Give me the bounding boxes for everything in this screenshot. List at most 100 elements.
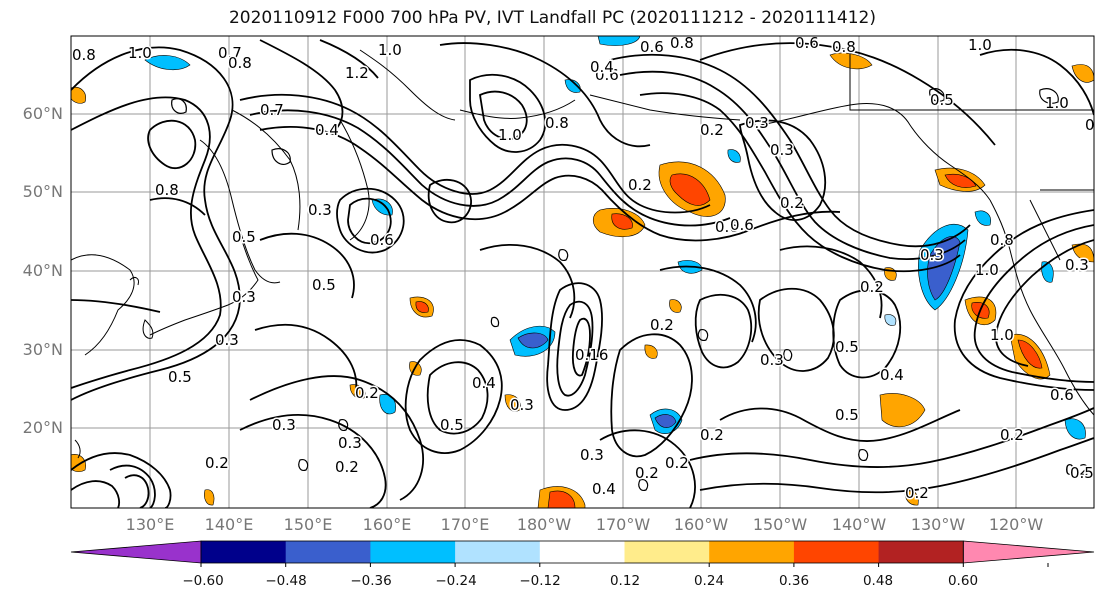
contour-label: 0.2 xyxy=(780,194,804,212)
contour-label: 1.2 xyxy=(345,64,369,82)
lon-label-150w: 150°W xyxy=(752,515,808,534)
contour-label: 0.7 xyxy=(260,101,284,119)
pv-small-contours xyxy=(171,88,1059,491)
contour-label: 0.3 xyxy=(745,114,769,132)
contour-label: 0.2 xyxy=(355,384,379,402)
contour-label: 0.3 xyxy=(232,288,256,306)
map-border xyxy=(70,35,1095,509)
contour-label: 0.2 xyxy=(905,484,929,502)
contour-label: 0.6 xyxy=(715,218,739,236)
lon-label-140e: 140°E xyxy=(204,515,254,534)
contour-label: 0.6 xyxy=(1050,386,1074,404)
contour-label: 0.6 xyxy=(640,38,664,56)
contour-label: 0.2 xyxy=(650,316,674,334)
colorbar-tick-label: −0.12 xyxy=(519,573,561,589)
contour-labels: 1.0 0.70.81.21.00.80.6 0.8 0.6 0.8 1.00.60.70… xyxy=(71,34,1105,504)
colorbar-tick-label: −0.24 xyxy=(435,573,477,589)
colorbar-segment xyxy=(878,541,964,563)
contour-label: 0.3 xyxy=(510,396,534,414)
colorbar xyxy=(70,540,1095,567)
contour-label: 0.8 xyxy=(832,38,856,56)
contour-label: 0.3 xyxy=(272,416,296,434)
lon-label-140w: 140°W xyxy=(831,515,887,534)
contour-label: 0.3 xyxy=(920,246,944,264)
contour-label: 0.6 xyxy=(730,216,754,234)
contour-label: 0.8 xyxy=(990,231,1014,249)
colorbar-lower-extension xyxy=(70,540,202,564)
contour-label: 0.3 xyxy=(760,351,784,369)
ivt-shading xyxy=(71,36,1094,508)
contour-label: 0.8 xyxy=(545,114,569,132)
lon-label-130w: 130°W xyxy=(910,515,966,534)
colorbar-segment xyxy=(793,541,880,563)
contour-label: 0.2 xyxy=(335,458,359,476)
colorbar-segment xyxy=(201,541,287,563)
lat-label-40n: 40°N xyxy=(22,261,63,280)
coastlines xyxy=(71,40,1094,459)
contour-label: 0.5 xyxy=(312,276,336,294)
lon-label-150e: 150°E xyxy=(283,515,333,534)
contour-label: 0.5 xyxy=(1070,464,1094,482)
contour-label: 0.5 xyxy=(232,228,256,246)
colorbar-tick-label: 0.36 xyxy=(778,573,810,589)
contour-label: 0.4 xyxy=(880,366,904,384)
graticule xyxy=(71,36,1094,508)
contour-label: 0.5 xyxy=(835,338,859,356)
contour-label: 1.0 xyxy=(128,44,152,62)
lon-label-170e: 170°E xyxy=(440,515,490,534)
contour-label: 0.5 xyxy=(835,406,859,424)
contour-label: 0.2 xyxy=(628,176,652,194)
colorbar-tick-label: 0.60 xyxy=(947,573,979,589)
contour-label: 0.3 xyxy=(580,446,604,464)
colorbar-segment xyxy=(709,541,795,563)
colorbar-tick-label: 0.24 xyxy=(693,573,725,589)
contour-label: 0.5 xyxy=(930,91,954,109)
contour-label: 0.4 xyxy=(472,374,496,392)
contour-label: 0.2 xyxy=(205,454,229,472)
contour-label: 0.8 xyxy=(228,54,252,72)
contour-label: 0.3 xyxy=(308,201,332,219)
lat-label-20n: 20°N xyxy=(22,418,63,437)
colorbar-tick-label: −0.48 xyxy=(265,573,307,589)
contour-label: 0.2 xyxy=(665,454,689,472)
contour-label: 1.0 xyxy=(1045,94,1069,112)
contour-label: 0.2 xyxy=(700,121,724,139)
lat-label-30n: 30°N xyxy=(22,340,63,359)
lon-label-160w: 160°W xyxy=(673,515,729,534)
contour-label: 0.3 xyxy=(338,434,362,452)
colorbar-tick-label: 0.48 xyxy=(862,573,894,589)
colorbar-segment xyxy=(285,541,371,563)
colorbar-upper-extension xyxy=(962,540,1095,564)
lon-label-160e: 160°E xyxy=(362,515,412,534)
contour-label: 0.6 xyxy=(595,66,619,84)
contour-label: 0.8 xyxy=(155,181,179,199)
contour-label: 0.5 xyxy=(168,368,192,386)
colorbar-tick-label: −0.60 xyxy=(182,573,224,589)
contour-label: 0.4 xyxy=(590,58,614,76)
contour-label: 0.4 xyxy=(592,480,616,498)
colorbar-segment xyxy=(455,541,541,563)
contour-label: 0.3 xyxy=(215,331,239,349)
map-title: 2020110912 F000 700 hPa PV, IVT Landfall… xyxy=(228,8,876,28)
colorbar-segment xyxy=(624,541,710,563)
contour-label: 1.0 xyxy=(378,41,402,59)
lon-label-130e: 130°E xyxy=(125,515,175,534)
contour-label: 0.6 xyxy=(1085,116,1105,134)
contour-label: 0.8 xyxy=(72,46,96,64)
lat-label-60n: 60°N xyxy=(22,104,63,123)
colorbar-segment xyxy=(539,541,625,563)
contour-label: 1.0 xyxy=(990,326,1014,344)
contour-label: 0.16 xyxy=(575,346,608,364)
contour-label: 0.2 xyxy=(700,426,724,444)
contour-label: 0.2 xyxy=(1065,461,1089,479)
contour-label: 1.0 xyxy=(968,36,992,54)
contour-label: 0.8 xyxy=(670,34,694,52)
contour-label: 0.6 xyxy=(795,34,819,52)
pv-contours xyxy=(71,39,1094,508)
contour-label: 0.3 xyxy=(1065,256,1089,274)
contour-label: 0.2 xyxy=(860,278,884,296)
colorbar-border xyxy=(200,540,964,564)
colorbar-tick-label: −0.36 xyxy=(350,573,392,589)
contour-label: 0.6 xyxy=(370,231,394,249)
